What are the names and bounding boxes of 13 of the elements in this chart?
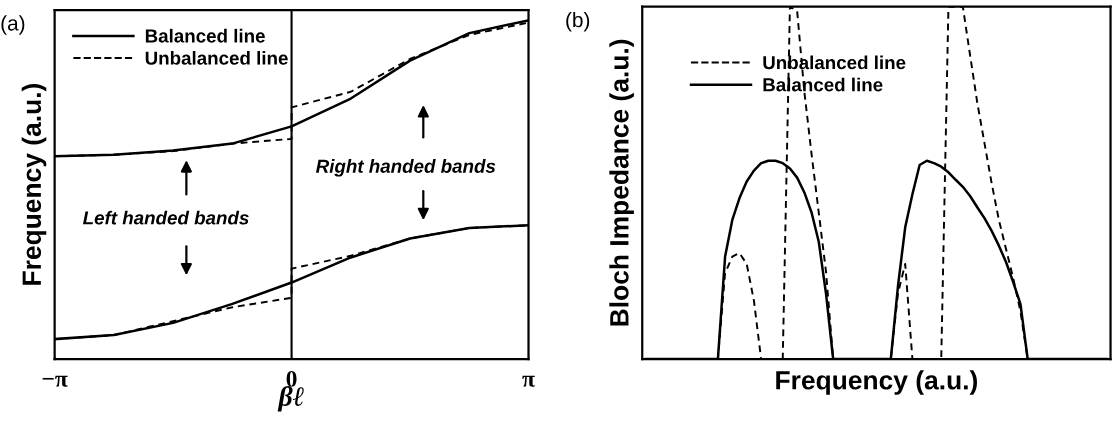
x-tick-label: π [522, 375, 535, 387]
x-axis-title: Frequency (a.u.) [776, 370, 977, 395]
x-tick-label: −π [42, 375, 68, 387]
annotation: Left handed bands [83, 210, 249, 225]
x-tick-label: 0 [286, 370, 297, 387]
chart-title: (b) [566, 12, 590, 32]
legend-label: Unbalanced line [145, 51, 288, 65]
y-axis-title: Bloch Impedance (a.u.) [609, 39, 634, 326]
legend-label: Balanced line [145, 28, 265, 43]
chart-title: (a) [1, 15, 25, 35]
x-axis-title: βℓ [277, 386, 304, 412]
annotation: Right handed bands [316, 159, 496, 177]
y-axis-title: Frequency (a.u.) [21, 84, 47, 285]
